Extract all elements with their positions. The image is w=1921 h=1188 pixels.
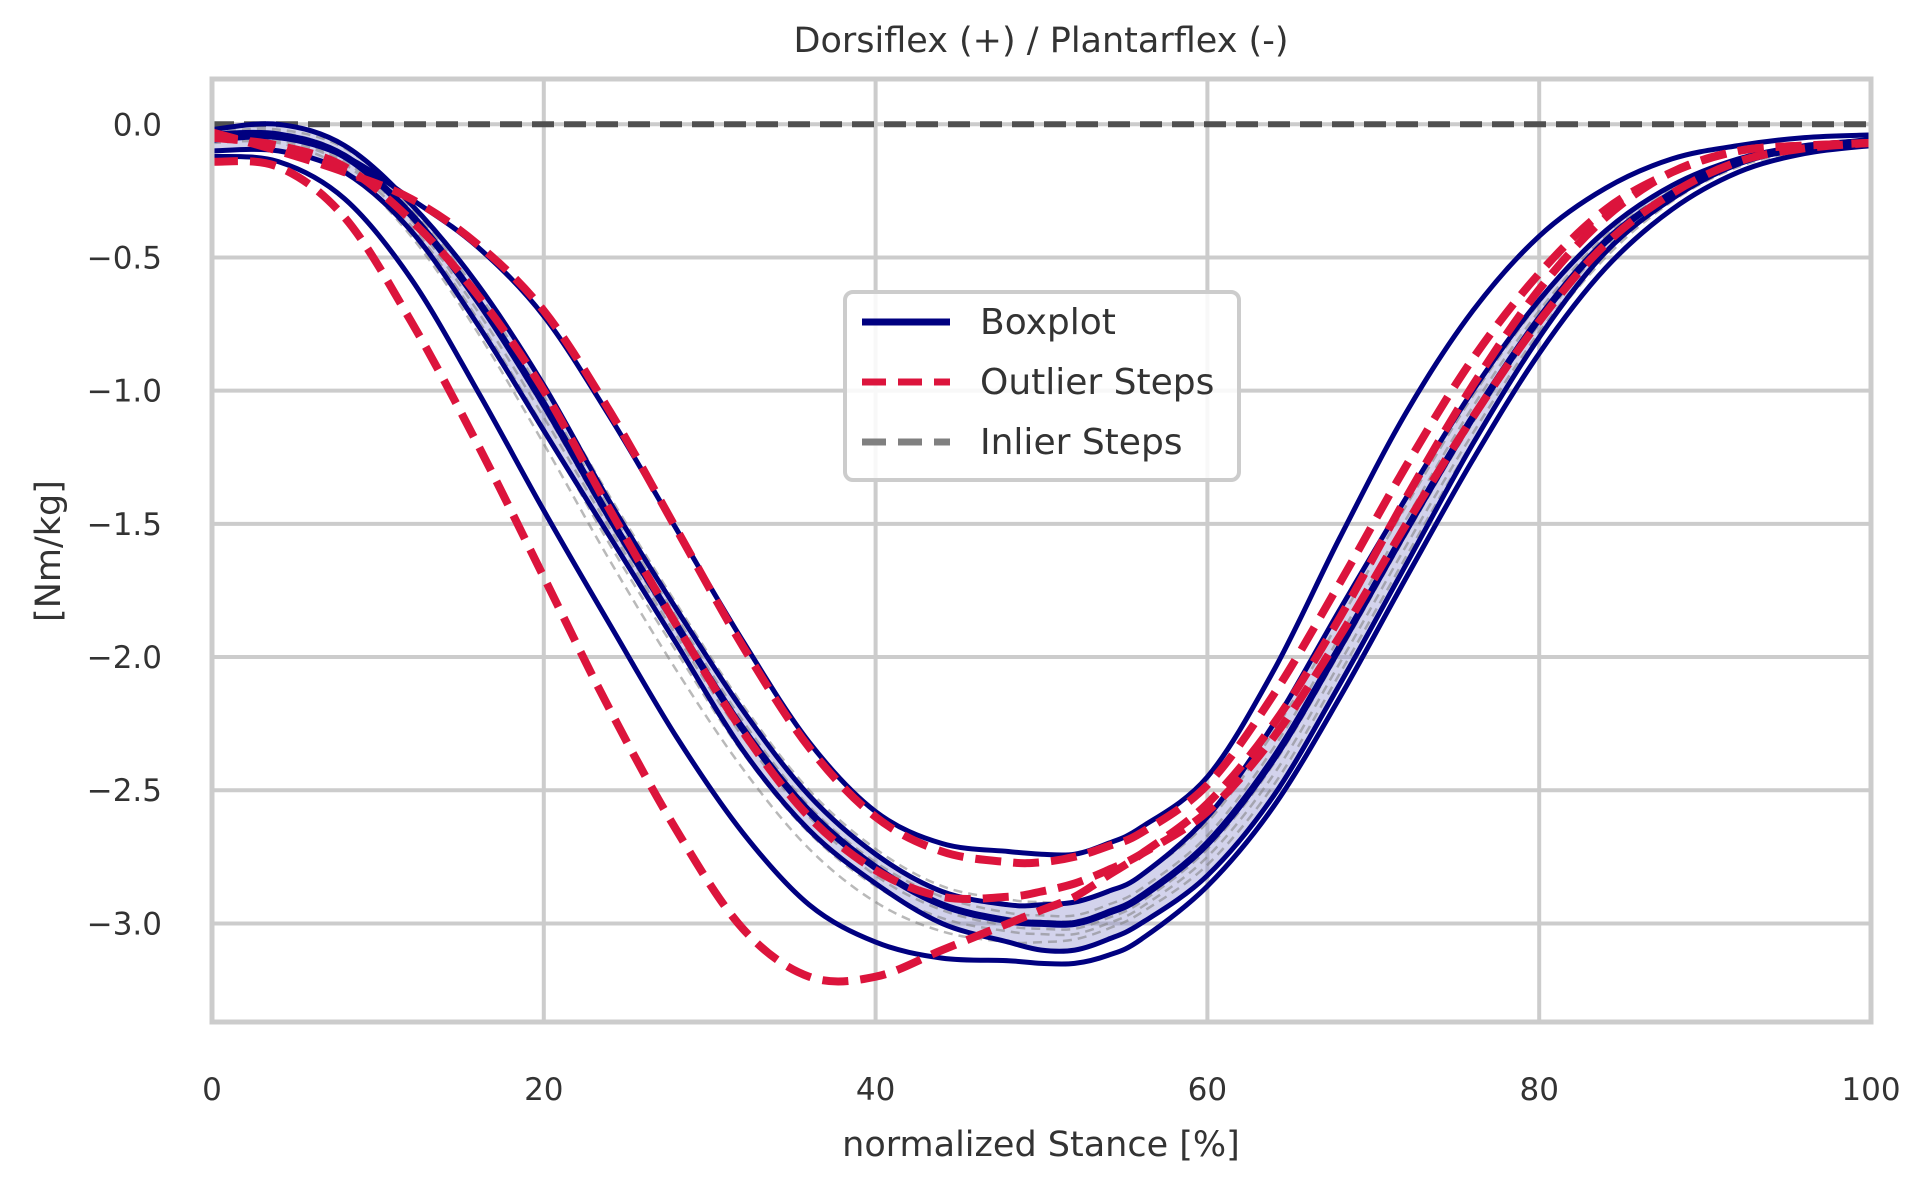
outlier-step-line: [211, 133, 1872, 903]
legend: Boxplot Outlier Steps Inlier Steps: [843, 290, 1241, 482]
y-tick-label: −1.5: [87, 507, 162, 543]
x-tick-label: 40: [856, 1072, 895, 1108]
legend-label: Inlier Steps: [980, 422, 1183, 463]
outlier-step-line: [210, 128, 1872, 868]
y-tick-label: 0.0: [113, 107, 162, 143]
x-axis-label: normalized Stance [%]: [842, 1125, 1240, 1165]
y-tick-label: −0.5: [87, 240, 162, 276]
plot-frame: [209, 76, 1874, 1025]
boxplot-lines-group: [211, 121, 1872, 967]
boxplot-line: [211, 132, 1872, 858]
y-axis-ticks: 0.0 −0.5 −1.0 −1.5 −2.0 −2.5 −3.0: [87, 107, 162, 942]
x-tick-label: 60: [1188, 1072, 1227, 1108]
x-tick-label: 80: [1519, 1072, 1558, 1108]
x-tick-label: 0: [202, 1072, 222, 1108]
x-tick-label: 100: [1841, 1072, 1900, 1108]
y-axis-label: [Nm/kg]: [29, 480, 69, 622]
x-tick-label: 20: [524, 1072, 563, 1108]
y-tick-label: −1.0: [87, 374, 162, 410]
y-tick-label: −3.0: [87, 906, 162, 942]
boxplot-line: [211, 140, 1872, 954]
boxplot-line: [211, 129, 1872, 928]
outlier-steps-group: [210, 128, 1872, 986]
legend-label: Outlier Steps: [980, 362, 1214, 403]
legend-box: [843, 290, 1241, 482]
legend-label: Boxplot: [980, 302, 1116, 343]
y-tick-label: −2.0: [87, 640, 162, 676]
chart-title: Dorsiflex (+) / Plantarflex (-): [794, 21, 1289, 61]
outlier-step-line: [211, 138, 1872, 986]
y-tick-label: −2.5: [87, 773, 162, 809]
x-axis-ticks: 0 20 40 60 80 100: [202, 1072, 1900, 1108]
boxplot-line: [211, 143, 1872, 967]
